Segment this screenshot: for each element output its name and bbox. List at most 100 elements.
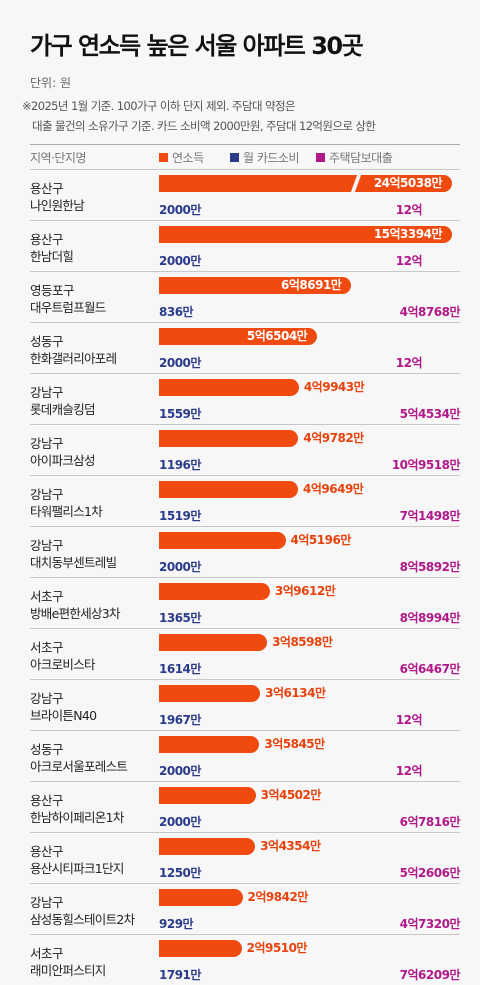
income-value: 5억6504만 <box>246 329 308 343</box>
apartment-name: 한화갤러리아포레 <box>30 351 117 366</box>
card-spending-value: 836만 <box>159 305 194 319</box>
table-row: 성동구 아크로서울포레스트 3억5845만 2000만 12억 <box>30 730 460 781</box>
region-label: 용산구 <box>30 844 64 859</box>
table-row: 서초구 아크로비스타 3억8598만 1614만 6억6467만 <box>30 628 461 679</box>
apartment-name: 아이파크삼성 <box>30 453 96 468</box>
income-value: 3억9612만 <box>274 584 336 598</box>
region-label: 용산구 <box>30 232 64 247</box>
mortgage-value: 5억2606만 <box>399 866 461 880</box>
table-row: 강남구 브라이튼N40 3억6134만 1967만 12억 <box>30 679 460 730</box>
apartment-name: 대치동부센트레빌 <box>30 555 117 570</box>
income-bar <box>159 175 452 192</box>
income-value: 24억5038만 <box>373 176 443 190</box>
region-label: 강남구 <box>30 895 64 910</box>
mortgage-value: 6억7816만 <box>399 815 461 829</box>
header-divider <box>30 144 460 145</box>
card-spending-value: 1967만 <box>159 713 201 727</box>
mortgage-value: 10억9518만 <box>391 458 461 472</box>
region-label: 강남구 <box>30 538 64 553</box>
region-label: 강남구 <box>30 385 64 400</box>
mortgage-value: 12억 <box>395 203 423 217</box>
income-bar <box>159 481 299 498</box>
table-row: 서초구 방배e편한세상3차 3억9612만 1365만 8억8994만 <box>30 577 461 628</box>
legend-loan-swatch <box>316 153 325 162</box>
apartment-name: 대우트럼프월드 <box>30 300 106 315</box>
income-bar <box>159 430 299 447</box>
mortgage-value: 12억 <box>395 254 423 268</box>
apartment-name: 아크로서울포레스트 <box>30 759 128 774</box>
column-label: 지역·단지명 <box>30 151 87 165</box>
chart-rows: 용산구 나인원한남 24억5038만 2000만 12억 용산구 한남더힐 15억3394만 2… <box>30 169 461 985</box>
apartment-name: 한남하이페리온1차 <box>30 810 124 825</box>
mortgage-value: 8억5892만 <box>399 560 461 574</box>
region-label: 서초구 <box>30 589 64 604</box>
apartment-name: 아크로비스타 <box>30 657 96 672</box>
income-value: 3억5845만 <box>264 737 325 751</box>
apartment-name: 한남더힐 <box>30 249 74 264</box>
region-label: 성동구 <box>30 742 64 757</box>
income-value: 3억4354만 <box>260 839 321 853</box>
card-spending-value: 2000만 <box>159 254 201 268</box>
mortgage-value: 8억8994만 <box>399 611 461 625</box>
card-spending-value: 1196만 <box>159 458 201 472</box>
mortgage-value: 6억6467만 <box>399 662 461 676</box>
region-label: 용산구 <box>30 181 64 196</box>
income-value: 3억4502만 <box>260 788 322 802</box>
income-value: 4억9782만 <box>303 431 364 445</box>
income-bar <box>159 940 242 957</box>
income-value: 2억9842만 <box>247 890 309 904</box>
legend-loan: 주택담보대출 <box>316 149 393 166</box>
apartment-name: 브라이튼N40 <box>30 708 97 723</box>
region-label: 성동구 <box>30 334 64 349</box>
card-spending-value: 2000만 <box>159 560 201 574</box>
income-bar <box>159 889 243 906</box>
card-spending-value: 2000만 <box>159 815 201 829</box>
apartment-name: 롯데캐슬킹덤 <box>30 402 96 417</box>
card-spending-value: 1250만 <box>159 866 201 880</box>
income-value: 4억5196만 <box>290 533 352 547</box>
income-bar <box>159 226 452 243</box>
income-value: 4억9649만 <box>303 482 364 496</box>
card-spending-value: 1614만 <box>159 662 201 676</box>
mortgage-value: 4억7320만 <box>399 917 461 931</box>
apartment-name: 방배e편한세상3차 <box>30 606 121 621</box>
income-bar <box>159 634 268 651</box>
income-bar <box>159 328 318 345</box>
income-value: 2억9510만 <box>246 941 308 955</box>
income-bar <box>159 787 256 804</box>
legend-income-label: 연소득 <box>172 151 204 165</box>
card-spending-value: 929만 <box>159 917 194 931</box>
legend-income-swatch <box>159 153 168 162</box>
table-row: 영등포구 대우트럼프월드 6억8691만 836만 4억8768만 <box>30 271 461 322</box>
apartment-name: 래미안퍼스티지 <box>30 963 106 978</box>
legend-card-swatch <box>230 153 239 162</box>
chart-header: 지역·단지명 연소득 월 카드소비 주택담보대출 <box>30 149 460 169</box>
mortgage-value: 12억 <box>395 713 423 727</box>
region-label: 영등포구 <box>30 283 75 298</box>
legend-card: 월 카드소비 <box>230 149 300 166</box>
card-spending-value: 1559만 <box>159 407 201 421</box>
region-label: 서초구 <box>30 640 64 655</box>
apartment-name: 용산시티파크1단지 <box>30 861 124 876</box>
income-value: 3억6134만 <box>265 686 326 700</box>
card-spending-value: 2000만 <box>159 356 201 370</box>
unit-label: 단위: 원 <box>30 76 71 90</box>
income-value: 4억9943만 <box>303 380 365 394</box>
card-spending-value: 2000만 <box>159 764 201 778</box>
mortgage-value: 5억4534만 <box>399 407 461 421</box>
mortgage-value: 12억 <box>395 356 423 370</box>
footnote-line-2: 대출 물건의 소유가구 기준. 카드 소비액 2000만원, 주담대 12억원으… <box>32 119 376 133</box>
region-label: 강남구 <box>30 487 64 502</box>
legend-loan-label: 주택담보대출 <box>329 151 393 165</box>
income-bar <box>159 532 286 549</box>
region-label: 용산구 <box>30 793 64 808</box>
region-label: 서초구 <box>30 946 64 961</box>
table-row: 용산구 한남더힐 15억3394만 2000만 12억 <box>30 220 460 271</box>
footnote-line-1: ※2025년 1월 기준. 100가구 이하 단지 제외. 주담대 약정은 <box>22 99 296 113</box>
footnote: ※2025년 1월 기준. 100가구 이하 단지 제외. 주담대 약정은 대출… <box>22 96 376 136</box>
